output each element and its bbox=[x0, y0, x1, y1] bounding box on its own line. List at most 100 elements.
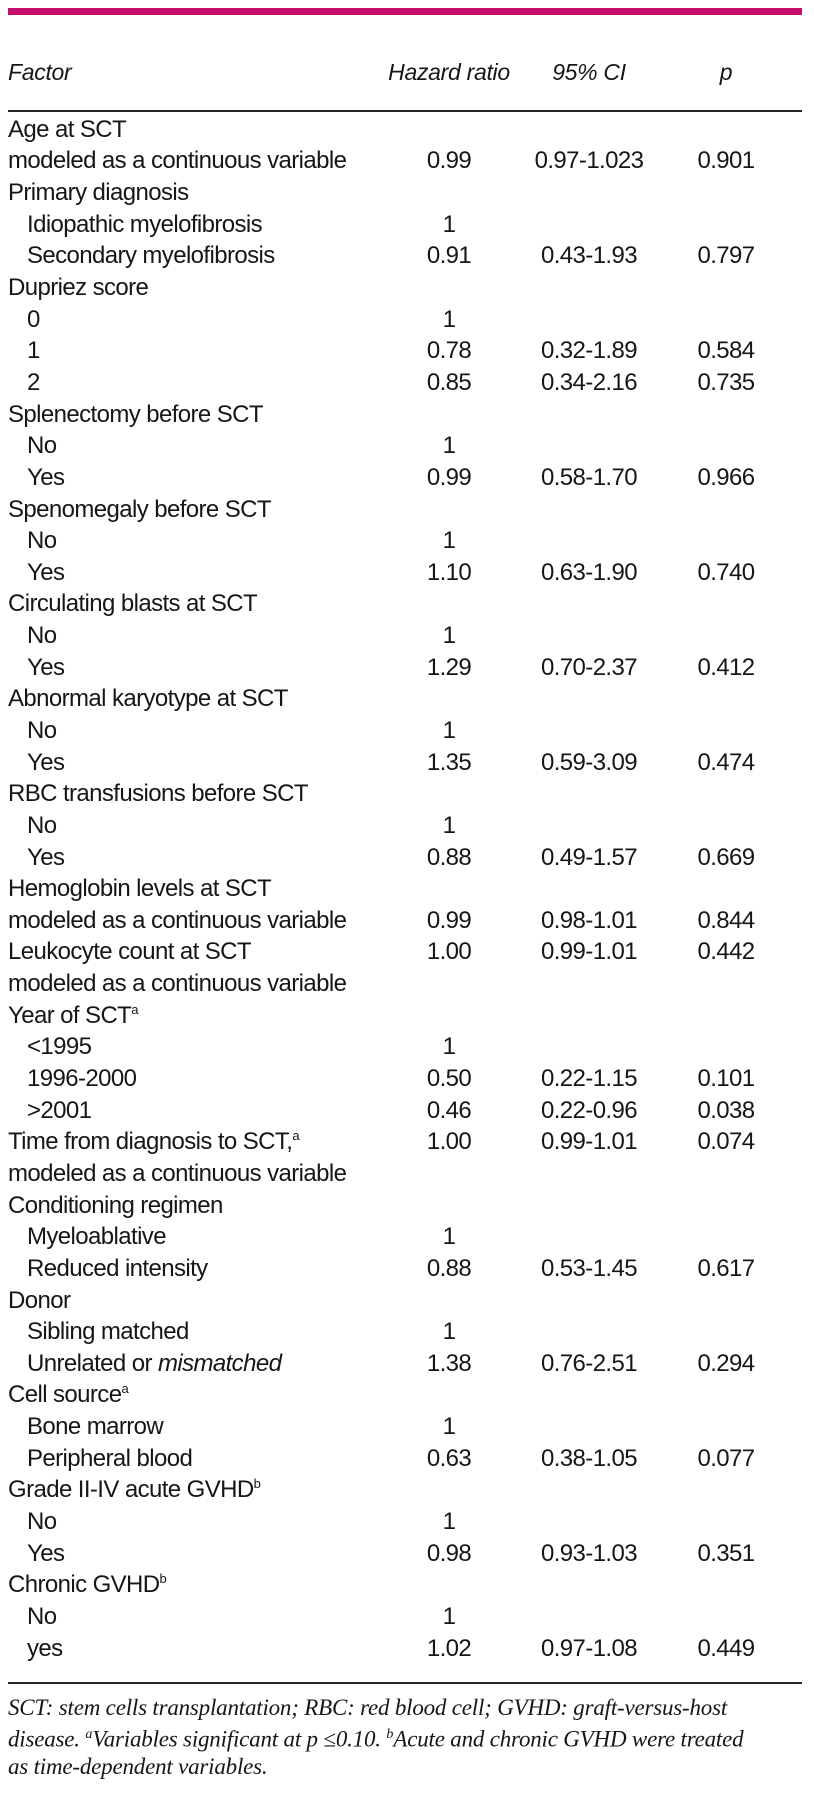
factor-cell: modeled as a continuous variable bbox=[8, 970, 385, 998]
table-row: No 1 bbox=[0, 430, 814, 462]
factor-cell: Leukocyte count at SCT bbox=[8, 938, 385, 966]
factor-cell: Yes bbox=[8, 749, 385, 777]
column-header-factor: Factor bbox=[8, 59, 72, 85]
footnote-text: Acute and chronic GVHD were treated bbox=[393, 1726, 744, 1752]
hazard-ratio-cell: 0.88 bbox=[426, 1254, 472, 1282]
factor-label: Abnormal karyotype at SCT bbox=[8, 685, 288, 713]
table-row: Yes 1.29 0.70-2.37 0.412 bbox=[0, 652, 814, 684]
table-row: Yes 0.88 0.49-1.57 0.669 bbox=[0, 842, 814, 874]
ci-cell: 0.22-0.96 bbox=[540, 1096, 638, 1124]
factor-cell: Time from diagnosis to SCT,a bbox=[8, 1128, 385, 1156]
hazard-ratio-cell: 0.99 bbox=[426, 147, 472, 175]
factor-label: Circulating blasts at SCT bbox=[8, 590, 258, 618]
hazard-ratio-cell: 1 bbox=[442, 622, 456, 650]
p-value-cell: 0.294 bbox=[697, 1349, 755, 1377]
factor-cell: <1995 bbox=[8, 1033, 385, 1061]
factor-cell: 1 bbox=[8, 337, 385, 365]
factor-cell: 1996-2000 bbox=[8, 1065, 385, 1093]
table-row: Age at SCT bbox=[0, 114, 814, 146]
factor-label: 1 bbox=[27, 337, 40, 365]
footnote-text: Variables significant at p ≤0.10. bbox=[92, 1726, 387, 1752]
factor-label-italic: mismatched bbox=[157, 1349, 282, 1377]
ci-cell: 0.43-1.93 bbox=[540, 242, 638, 270]
table-row: modeled as a continuous variable 0.99 0.… bbox=[0, 146, 814, 178]
table-row: No 1 bbox=[0, 1601, 814, 1633]
ci-cell: 0.93-1.03 bbox=[540, 1539, 638, 1567]
footnote: SCT: stem cells transplantation; RBC: re… bbox=[8, 1694, 800, 1780]
footnote-text: SCT: stem cells transplantation; RBC: re… bbox=[8, 1695, 728, 1720]
factor-label: Donor bbox=[8, 1286, 71, 1314]
factor-cell: Yes bbox=[8, 464, 385, 492]
table-row: 1996-2000 0.50 0.22-1.15 0.101 bbox=[0, 1063, 814, 1095]
table-row: Myeloablative 1 bbox=[0, 1221, 814, 1253]
hazard-ratio-cell: 1 bbox=[442, 1318, 456, 1346]
factor-cell: Hemoglobin levels at SCT bbox=[8, 875, 385, 903]
ci-cell: 0.99-1.01 bbox=[540, 1128, 638, 1156]
factor-label: modeled as a continuous variable bbox=[8, 970, 347, 998]
table-row: Yes 0.99 0.58-1.70 0.966 bbox=[0, 462, 814, 494]
factor-label: 2 bbox=[27, 368, 40, 396]
table-row: Conditioning regimen bbox=[0, 1190, 814, 1222]
p-value-cell: 0.901 bbox=[697, 147, 755, 175]
factor-cell: Chronic GVHDb bbox=[8, 1571, 385, 1599]
factor-label: Reduced intensity bbox=[27, 1254, 208, 1282]
table-row: modeled as a continuous variable bbox=[0, 968, 814, 1000]
table-row: Year of SCTa bbox=[0, 1000, 814, 1032]
factor-label: No bbox=[27, 622, 57, 650]
hazard-ratio-cell: 1 bbox=[442, 1508, 456, 1535]
factor-cell: Age at SCT bbox=[8, 116, 385, 144]
table-row: modeled as a continuous variable bbox=[0, 1158, 814, 1190]
factor-label: Peripheral blood bbox=[27, 1444, 193, 1472]
p-value-cell: 0.617 bbox=[697, 1254, 755, 1282]
hazard-ratio-cell: 1.38 bbox=[426, 1349, 472, 1377]
hazard-ratio-cell: 1 bbox=[442, 1602, 456, 1630]
ci-cell: 0.38-1.05 bbox=[540, 1444, 638, 1472]
table-row: No 1 bbox=[0, 810, 814, 842]
hazard-ratio-cell: 0.99 bbox=[426, 906, 472, 934]
hazard-ratio-cell: 0.85 bbox=[426, 368, 472, 396]
factor-label: Conditioning regimen bbox=[8, 1191, 223, 1219]
factor-label: <1995 bbox=[27, 1033, 92, 1061]
p-value-cell: 0.966 bbox=[697, 463, 755, 491]
factor-label: No bbox=[27, 1602, 57, 1630]
p-value-cell: 0.797 bbox=[697, 242, 755, 270]
ci-cell: 0.22-1.15 bbox=[540, 1065, 638, 1093]
factor-cell: Donor bbox=[8, 1287, 385, 1315]
table-row: 2 0.85 0.34-2.16 0.735 bbox=[0, 367, 814, 399]
hazard-ratio-cell: 1 bbox=[442, 210, 456, 238]
hazard-ratio-cell: 0.50 bbox=[426, 1065, 472, 1093]
factor-cell: Cell sourcea bbox=[8, 1381, 385, 1409]
hazard-ratio-cell: 0.63 bbox=[426, 1444, 472, 1472]
factor-label: Myeloablative bbox=[27, 1223, 167, 1251]
top-accent-bar bbox=[8, 8, 802, 15]
hazard-ratio-cell: 0.91 bbox=[426, 242, 472, 270]
table-row: <1995 1 bbox=[0, 1032, 814, 1064]
hazard-ratio-cell: 1 bbox=[442, 1223, 456, 1251]
hazard-ratio-cell: 0.78 bbox=[426, 337, 472, 365]
factor-label: 1996-2000 bbox=[27, 1065, 137, 1093]
factor-label: Yes bbox=[27, 653, 65, 681]
table-row: modeled as a continuous variable 0.99 0.… bbox=[0, 905, 814, 937]
ci-cell: 0.76-2.51 bbox=[540, 1349, 638, 1377]
factor-cell: Reduced intensity bbox=[8, 1255, 385, 1283]
factor-cell: No bbox=[8, 622, 385, 650]
factor-cell: Sibling matched bbox=[8, 1318, 385, 1346]
factor-label: Primary diagnosis bbox=[8, 179, 189, 207]
hazard-ratio-cell: 1.02 bbox=[426, 1634, 472, 1662]
factor-label: No bbox=[27, 716, 57, 744]
ci-cell: 0.70-2.37 bbox=[540, 653, 638, 681]
ci-cell: 0.97-1.023 bbox=[534, 147, 644, 175]
factor-cell: No bbox=[8, 432, 385, 460]
factor-superscript: a bbox=[292, 1128, 300, 1144]
factor-cell: Dupriez score bbox=[8, 274, 385, 302]
factor-cell: Myeloablative bbox=[8, 1223, 385, 1251]
table-row: Hemoglobin levels at SCT bbox=[0, 873, 814, 905]
factor-label: Bone marrow bbox=[27, 1413, 164, 1441]
hazard-ratio-cell: 1 bbox=[442, 811, 456, 839]
table-row: Yes 1.35 0.59-3.09 0.474 bbox=[0, 747, 814, 779]
table-row: Chronic GVHDb bbox=[0, 1569, 814, 1601]
factor-cell: Spenomegaly before SCT bbox=[8, 496, 385, 524]
table-row: Circulating blasts at SCT bbox=[0, 589, 814, 621]
p-value-cell: 0.449 bbox=[697, 1634, 755, 1662]
factor-label: No bbox=[27, 811, 57, 839]
